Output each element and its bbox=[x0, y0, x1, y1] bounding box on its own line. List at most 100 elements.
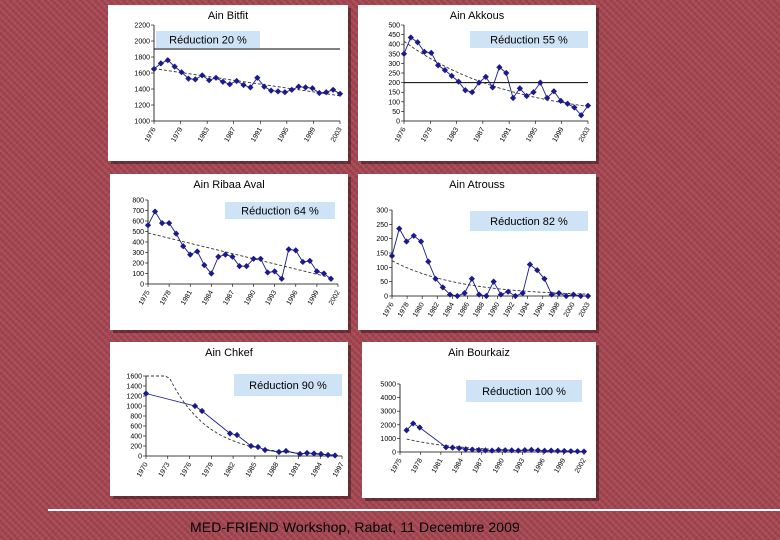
data-point bbox=[548, 447, 555, 454]
x-tick-label: 1999 bbox=[553, 457, 567, 474]
x-tick-label: 1981 bbox=[431, 457, 445, 474]
x-tick-label: 1980 bbox=[412, 301, 426, 318]
data-point bbox=[329, 86, 337, 93]
data-point bbox=[267, 87, 275, 94]
chart-title: Ain Ribaa Aval bbox=[193, 179, 264, 191]
data-point bbox=[425, 258, 432, 265]
data-point bbox=[541, 447, 548, 454]
footer-divider bbox=[48, 509, 780, 511]
x-tick-label: 1993 bbox=[513, 457, 527, 474]
data-point bbox=[303, 449, 311, 457]
data-point bbox=[150, 65, 158, 73]
y-tick-label: 5000 bbox=[380, 382, 396, 389]
y-tick-label: 1400 bbox=[134, 87, 150, 94]
annotation-box bbox=[234, 374, 342, 396]
data-point bbox=[212, 74, 220, 81]
x-tick-label: 2002 bbox=[574, 457, 588, 474]
series-line bbox=[145, 393, 336, 456]
data-point bbox=[512, 292, 519, 300]
data-point bbox=[247, 442, 255, 450]
y-tick-label: 1200 bbox=[126, 394, 142, 401]
y-tick-label: 4000 bbox=[380, 395, 396, 402]
x-tick-label: 1986 bbox=[457, 301, 471, 318]
data-point bbox=[178, 69, 185, 76]
chart-title: Ain Akkous bbox=[450, 10, 505, 22]
data-point bbox=[407, 34, 414, 41]
x-tick-label: 1995 bbox=[277, 126, 291, 143]
y-tick-label: 250 bbox=[376, 222, 388, 229]
data-point bbox=[468, 275, 475, 282]
data-point bbox=[584, 292, 592, 300]
x-tick-label: 1996 bbox=[533, 301, 547, 318]
data-point bbox=[302, 84, 309, 91]
x-tick-label: 1973 bbox=[158, 461, 172, 478]
data-point bbox=[388, 252, 396, 259]
x-tick-label: 1975 bbox=[138, 289, 152, 306]
x-tick-label: 1981 bbox=[180, 289, 194, 306]
data-point bbox=[292, 247, 299, 254]
y-tick-label: 3000 bbox=[380, 409, 396, 416]
y-tick-label: 350 bbox=[388, 51, 400, 58]
x-tick-label: 2002 bbox=[328, 289, 342, 306]
data-point bbox=[310, 450, 318, 457]
y-tick-label: 1000 bbox=[380, 436, 396, 443]
y-tick-label: 200 bbox=[132, 261, 144, 268]
x-tick-label: 1990 bbox=[487, 301, 501, 318]
x-tick-label: 1979 bbox=[420, 126, 434, 143]
data-point bbox=[414, 39, 421, 46]
y-tick-label: 0 bbox=[384, 294, 388, 301]
y-tick-label: 700 bbox=[132, 208, 144, 215]
annotation-label: Réduction 55 % bbox=[490, 35, 568, 47]
data-point bbox=[496, 64, 503, 71]
x-tick-label: 2003 bbox=[578, 126, 592, 143]
y-tick-label: 1800 bbox=[134, 55, 150, 62]
data-point bbox=[482, 447, 489, 454]
y-tick-label: 150 bbox=[388, 90, 400, 97]
data-point bbox=[530, 89, 537, 96]
data-point bbox=[254, 443, 262, 451]
x-tick-label: 1990 bbox=[243, 289, 257, 306]
x-tick-label: 1976 bbox=[144, 126, 158, 143]
chart-panel-ain-ribaa-aval: Ain Ribaa Aval 0 100 200 300 400 500 600 700 800 1… bbox=[110, 174, 348, 330]
x-tick-label: 1996 bbox=[286, 289, 300, 306]
y-tick-label: 300 bbox=[388, 61, 400, 68]
data-point bbox=[564, 100, 571, 107]
x-tick-label: 1976 bbox=[179, 461, 193, 478]
x-tick-label: 2003 bbox=[330, 126, 344, 143]
data-point bbox=[199, 72, 206, 79]
chart-title: Ain Bourkaiz bbox=[448, 347, 510, 359]
annotation-label: Réduction 20 % bbox=[169, 35, 247, 47]
annotation-box bbox=[470, 31, 588, 48]
annotation-label: Réduction 64 % bbox=[241, 206, 319, 218]
data-point bbox=[285, 246, 292, 253]
x-tick-label: 1997 bbox=[332, 461, 346, 478]
data-point bbox=[508, 447, 515, 454]
chart-panel-ain-bitfit: Ain Bitfit 1000 1200 1400 1600 1800 2000 2200 19… bbox=[108, 5, 348, 161]
x-tick-label: 1976 bbox=[382, 301, 396, 318]
data-point bbox=[488, 447, 496, 454]
y-tick-label: 800 bbox=[132, 198, 144, 205]
data-point bbox=[306, 257, 313, 265]
x-tick-label: 1999 bbox=[303, 126, 317, 143]
data-point bbox=[489, 84, 496, 91]
y-tick-label: 50 bbox=[392, 109, 400, 116]
y-tick-label: 450 bbox=[388, 32, 400, 39]
data-point bbox=[296, 450, 304, 458]
data-point bbox=[561, 447, 568, 455]
x-tick-label: 1979 bbox=[170, 126, 184, 143]
y-tick-label: 0 bbox=[396, 119, 400, 126]
data-point bbox=[201, 261, 208, 269]
data-point bbox=[313, 268, 321, 275]
data-point bbox=[275, 448, 283, 456]
data-point bbox=[226, 430, 234, 437]
data-point bbox=[434, 62, 442, 69]
footer-text: MED-FRIEND Workshop, Rabat, 11 Decembre … bbox=[190, 519, 520, 535]
data-point bbox=[327, 275, 335, 282]
data-point bbox=[264, 269, 271, 276]
data-point bbox=[173, 230, 180, 237]
trend-line bbox=[147, 232, 332, 279]
data-point bbox=[324, 451, 332, 459]
y-tick-label: 1000 bbox=[134, 119, 150, 126]
y-tick-label: 400 bbox=[130, 434, 142, 441]
data-point bbox=[567, 448, 574, 455]
